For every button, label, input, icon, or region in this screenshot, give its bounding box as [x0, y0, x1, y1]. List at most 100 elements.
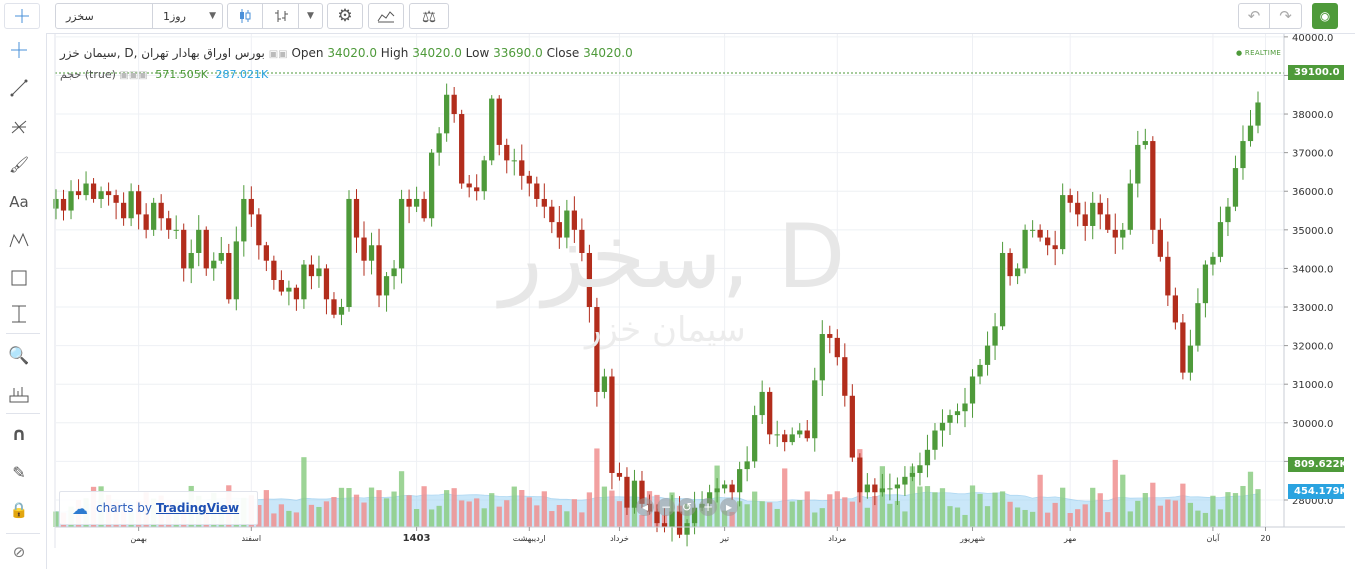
candle-body	[519, 160, 525, 176]
volume-bar	[481, 508, 487, 527]
scroll-left-icon[interactable]: ◂	[636, 498, 654, 516]
candle-body	[353, 198, 360, 238]
volume-bar	[1105, 512, 1111, 527]
crosshair-tool[interactable]	[6, 37, 32, 63]
measure-tool[interactable]	[6, 301, 32, 327]
volume-bar	[1014, 507, 1021, 527]
price-tick-label: 32000.0	[1292, 342, 1333, 353]
scroll-right-icon[interactable]: ▸	[720, 498, 738, 516]
redo-button[interactable]: ↷	[1270, 3, 1302, 29]
candle-body	[1210, 256, 1216, 265]
volume-bar	[1150, 482, 1156, 527]
candles-style-button[interactable]	[227, 3, 263, 29]
brush-tool[interactable]: 🖌	[6, 151, 32, 177]
volume-bar	[451, 488, 457, 527]
volume-bar	[1120, 474, 1126, 527]
volume-bar	[624, 507, 630, 527]
candle-body	[1090, 202, 1096, 226]
shape-tool[interactable]	[6, 265, 32, 291]
volume-bar	[316, 506, 322, 527]
volume-bar	[391, 491, 397, 527]
time-tick-label: 1403	[403, 533, 431, 544]
stay-drawing-tool[interactable]: ✎	[6, 459, 32, 485]
candle-body	[466, 183, 472, 188]
chart-type-dropdown[interactable]: ▼	[299, 3, 323, 29]
hide-drawings-tool[interactable]: ⊘	[6, 539, 32, 565]
volume-bar	[361, 502, 367, 527]
candle-body	[556, 222, 562, 238]
candle-body	[812, 380, 818, 439]
candle-body	[1142, 141, 1148, 145]
legend-settings-icon[interactable]: ▣▣▣	[119, 70, 148, 81]
volume-bar	[1195, 510, 1201, 527]
price-tick-label: 28000.0	[1292, 496, 1333, 507]
zoom-tool[interactable]: 🔍	[6, 343, 32, 369]
candle-body	[136, 191, 142, 215]
volume-bar	[1052, 502, 1058, 527]
candle-body	[1120, 229, 1126, 238]
candle-body	[1082, 214, 1088, 226]
candle-body	[113, 195, 119, 203]
symbol-search[interactable]: سخزر	[55, 3, 153, 29]
candle-body	[1195, 303, 1201, 346]
reset-icon[interactable]: ↺	[678, 498, 696, 516]
time-tick-label: آبان	[1207, 533, 1221, 543]
crosshair-button[interactable]	[4, 3, 40, 29]
candle-body	[286, 287, 292, 292]
candle-body	[984, 345, 991, 365]
fib-tool[interactable]	[6, 113, 32, 139]
series-title: سیمان خزر, D, بورس اوراق بهادار تهران	[60, 46, 265, 60]
candle-body	[684, 523, 690, 535]
volume-bar	[1180, 483, 1186, 527]
undo-button[interactable]: ↶	[1238, 3, 1270, 29]
candle-body	[301, 264, 307, 300]
volume-legend: حجم (true) ▣▣▣ 571.505K 287.021K	[60, 68, 268, 81]
interval-select[interactable]: 1روز ▼	[153, 3, 223, 29]
volume-ma-value: 287.021K	[215, 68, 269, 81]
bars-style-button[interactable]	[263, 3, 299, 29]
open-label: Open	[291, 46, 324, 60]
indicators-icon	[377, 11, 395, 23]
chevron-down-icon: ▼	[307, 11, 314, 21]
volume-bar	[887, 503, 893, 527]
zoom-in-icon[interactable]: +	[699, 498, 717, 516]
camera-icon: ◉	[1319, 9, 1331, 23]
magnet-tool[interactable]: ∩	[6, 421, 32, 447]
candle-body	[60, 198, 67, 211]
trendline-tool[interactable]	[6, 75, 32, 101]
compare-button[interactable]: ⚖	[409, 3, 449, 29]
zoom-out-icon[interactable]: −	[657, 498, 675, 516]
candle-body	[173, 229, 179, 231]
candle-body	[248, 198, 254, 215]
volume-bar	[616, 501, 623, 527]
ruler-tool[interactable]	[6, 381, 32, 407]
volume-bar	[489, 493, 495, 527]
candle-body	[729, 484, 735, 493]
price-tick-label: 36000.0	[1292, 187, 1333, 198]
candle-body	[75, 191, 82, 196]
low-label: Low	[465, 46, 490, 60]
volume-bar	[954, 507, 961, 527]
text-tool[interactable]: Aa	[6, 189, 32, 215]
volume-bar	[827, 494, 833, 527]
candle-body	[932, 430, 938, 450]
settings-button[interactable]: ⚙	[327, 3, 363, 29]
candle-body	[143, 214, 149, 230]
lock-tool[interactable]: 🔒	[6, 497, 32, 523]
tradingview-branding[interactable]: ☁ charts by TradingView	[59, 491, 258, 525]
candle-body	[1217, 222, 1224, 257]
volume-bar	[1082, 504, 1088, 527]
indicators-button[interactable]	[368, 3, 404, 29]
candle-body	[1150, 141, 1156, 230]
volume-bar	[797, 500, 803, 527]
price-axis[interactable]: 40000.039000.038000.037000.036000.035000…	[1284, 33, 1333, 507]
volume-bar	[1045, 512, 1051, 527]
volume-bar	[609, 490, 615, 527]
legend-settings-icon[interactable]: ▣▣	[268, 49, 288, 60]
snapshot-button[interactable]: ◉	[1312, 3, 1338, 29]
pattern-tool[interactable]	[6, 227, 32, 253]
time-axis[interactable]: بهمن اسفند 1403 اردیبهشت خرداد تیر مرداد شهریور…	[130, 527, 1271, 544]
volume-bar	[1037, 474, 1043, 527]
volume-bar	[744, 504, 750, 527]
volume-bar	[256, 505, 262, 527]
